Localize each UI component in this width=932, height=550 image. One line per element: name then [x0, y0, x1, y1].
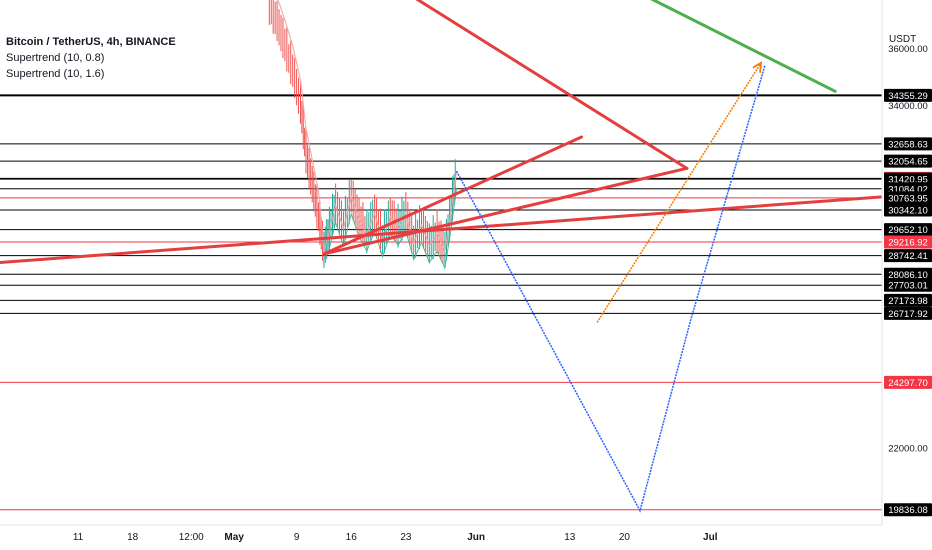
price-level-label-bg — [884, 154, 932, 168]
x-axis-tick-label: May — [224, 532, 244, 543]
x-axis-tick-label: 12:00 — [179, 532, 204, 543]
price-level-label: 32658.63 — [888, 139, 928, 150]
price-level-label-bg — [884, 235, 932, 249]
x-axis-tick-label: 18 — [127, 532, 139, 543]
price-level-label-bg — [884, 278, 932, 292]
trend-lines-layer — [0, 0, 884, 264]
trend-line — [322, 135, 583, 256]
x-axis-tick-label: 13 — [564, 532, 576, 543]
price-level-label: 27173.98 — [888, 296, 928, 307]
trend-line — [0, 195, 884, 264]
projection-path — [455, 65, 766, 513]
price-level-label: 19836.08 — [888, 505, 928, 516]
price-level-label-bg — [884, 306, 932, 320]
x-axis-tick-label: Jul — [703, 532, 718, 543]
trend-line — [415, 0, 689, 170]
indicator-supertrend-1[interactable]: Supertrend (10, 0.8) — [6, 52, 105, 64]
price-level-label: 30763.95 — [888, 193, 928, 204]
y-axis-tick-label: 36000.00 — [888, 44, 928, 55]
x-axis-tick-label: 9 — [294, 532, 300, 543]
indicator-supertrend-2[interactable]: Supertrend (10, 1.6) — [6, 68, 105, 80]
supertrend-line-1 — [277, 0, 458, 254]
price-level-label: 34355.29 — [888, 91, 928, 102]
price-level-label: 28742.41 — [888, 251, 928, 262]
price-series-layer — [268, 0, 458, 270]
projection-path — [596, 63, 761, 323]
horizontal-levels-layer — [0, 94, 882, 511]
price-level-label-bg — [884, 88, 932, 102]
projection-paths-layer — [455, 63, 766, 513]
price-level-label: 31084.02 — [888, 184, 928, 195]
price-level-label-bg — [884, 267, 932, 281]
price-level-label-bg — [884, 293, 932, 307]
price-level-label-bg — [884, 203, 932, 217]
price-level-label-bg — [884, 223, 932, 237]
price-level-label: 29652.10 — [888, 225, 928, 236]
price-level-label: 29216.92 — [888, 238, 928, 249]
chart-legend: Bitcoin / TetherUS, 4h, BINANCE Supertre… — [6, 34, 176, 82]
trend-line — [322, 166, 689, 256]
price-level-label: 27703.01 — [888, 281, 928, 292]
x-axis-tick-label: 20 — [619, 532, 631, 543]
time-axis[interactable]: 11 18 12:00 May 9 16 23 Jun 13 20 Jul — [0, 524, 932, 550]
price-level-label-bg — [884, 375, 932, 389]
x-axis-tick-label: Jun — [467, 532, 485, 543]
trend-line — [650, 0, 837, 93]
price-level-label: 28086.10 — [888, 270, 928, 281]
y-axis-tick-label: 34000.00 — [888, 101, 928, 112]
price-level-label: 32054.65 — [888, 157, 928, 168]
price-axis[interactable]: 34355.2932658.6332054.6531448.1101:09:22… — [881, 0, 932, 550]
price-level-label-bg — [884, 137, 932, 151]
price-level-label: 24297.70 — [888, 378, 928, 389]
x-axis-tick-label: 16 — [346, 532, 358, 543]
y-axis-tick-label: 22000.00 — [888, 443, 928, 454]
supertrend-line-2 — [328, 188, 458, 270]
price-level-label-bg — [884, 191, 932, 205]
price-level-label: 30342.10 — [888, 205, 928, 216]
price-level-label: 26717.92 — [888, 309, 928, 320]
currency-label: USDT — [889, 34, 916, 45]
x-axis-tick-label: 23 — [400, 532, 412, 543]
price-level-label-bg — [884, 249, 932, 263]
time-axis-background — [0, 525, 932, 550]
price-level-label-bg — [884, 503, 932, 517]
x-axis-tick-label: 11 — [73, 532, 84, 543]
symbol-title[interactable]: Bitcoin / TetherUS, 4h, BINANCE — [6, 36, 176, 48]
price-level-label: 31420.95 — [888, 175, 928, 186]
